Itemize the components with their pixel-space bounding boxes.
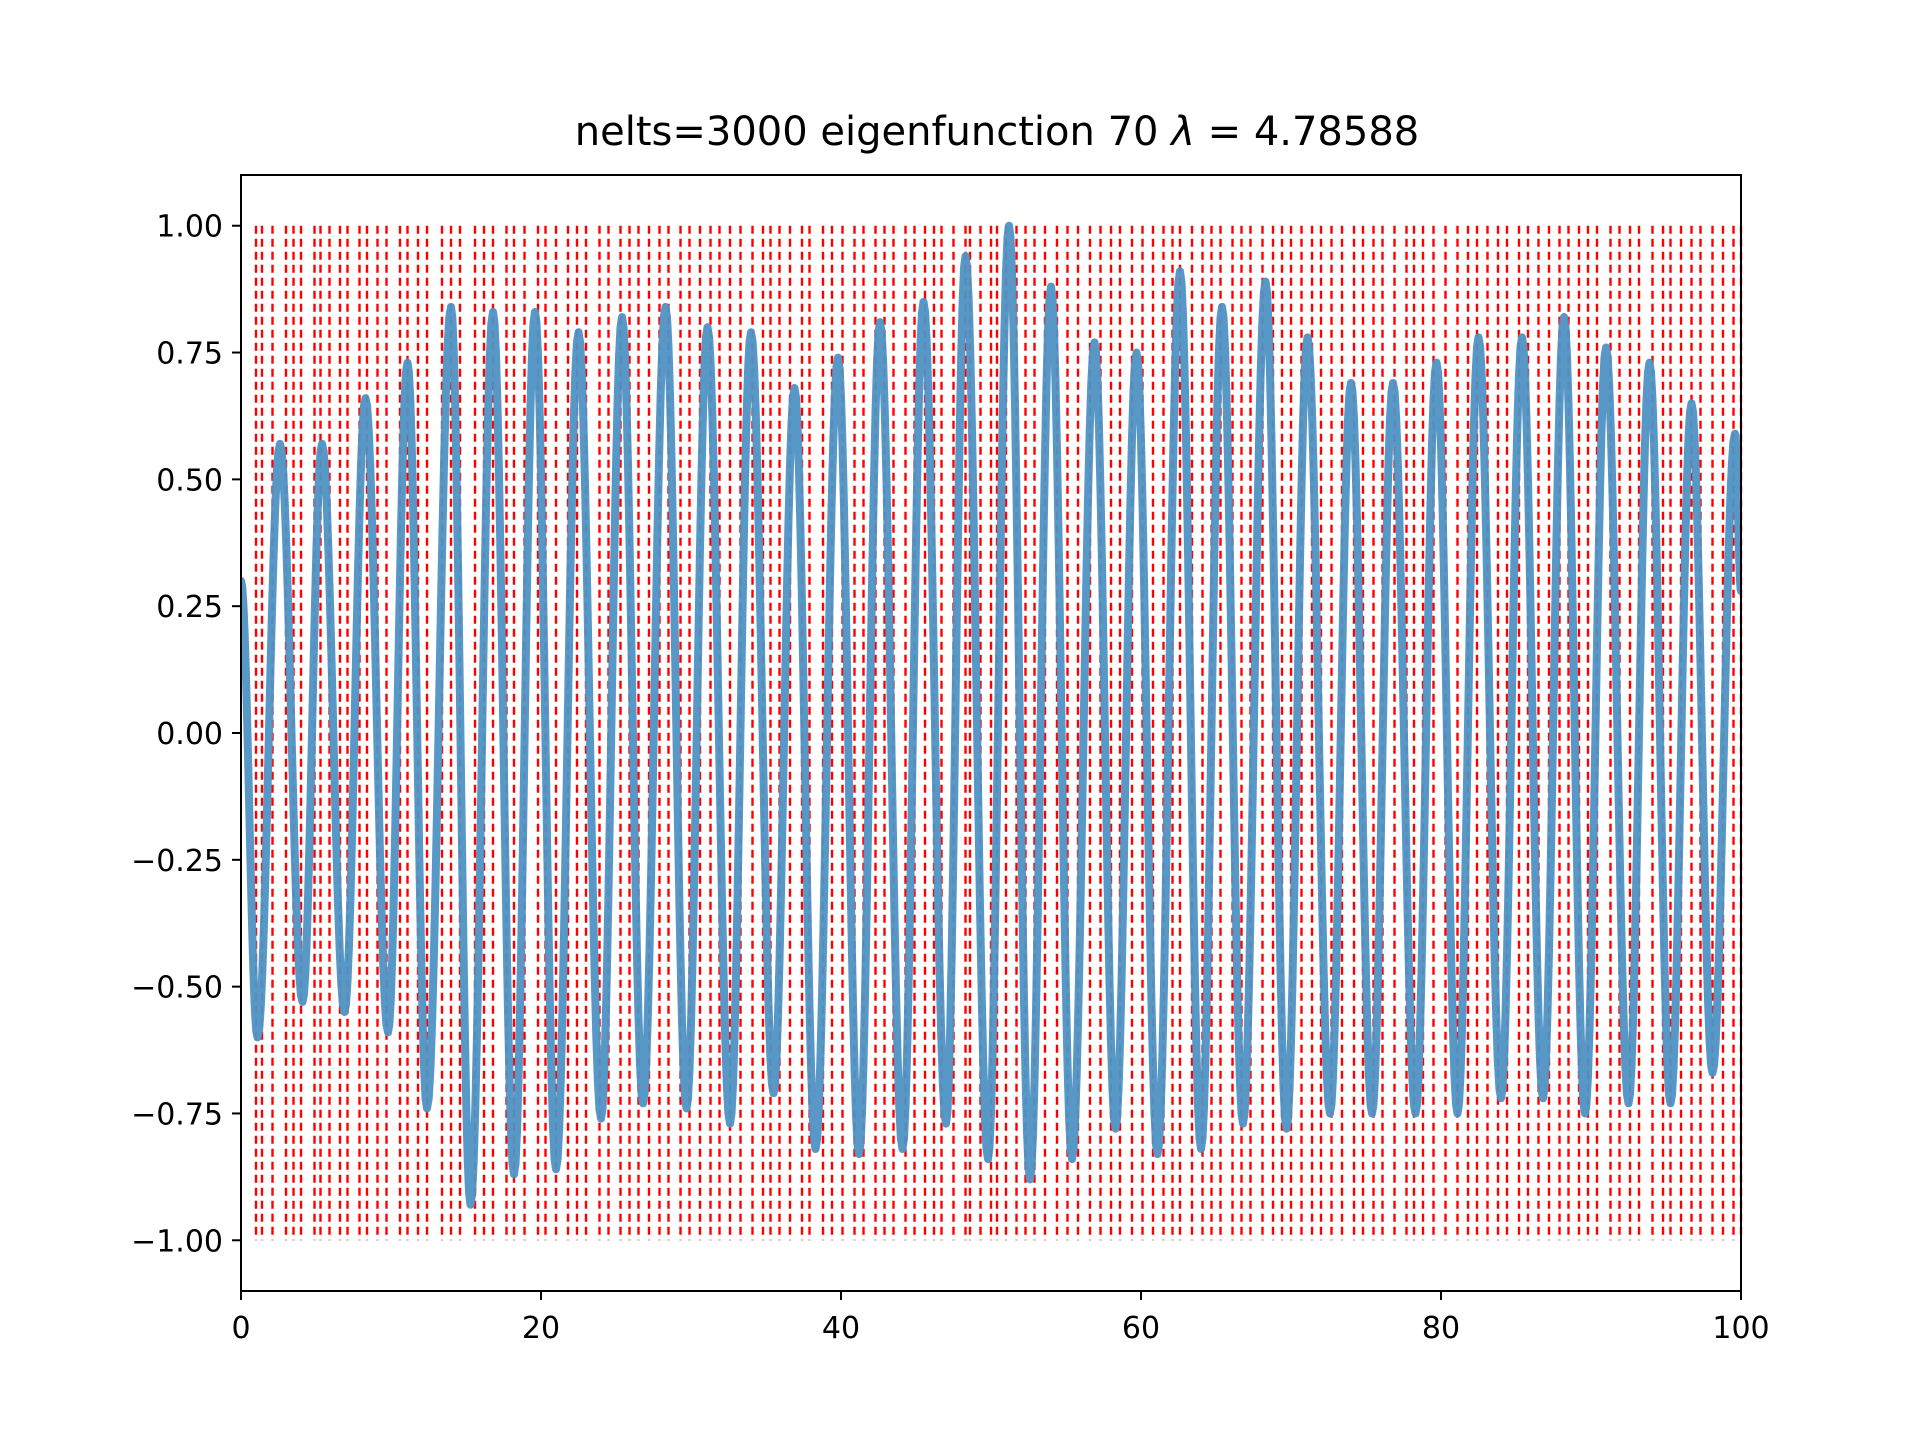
y-axis: 1.00 0.75 0.50 0.25 0.00 −0.25 −0.50 −0.75 −1.00: [131, 210, 241, 1259]
y-tick-label-0: 1.00: [156, 210, 223, 245]
series-line-0: [241, 221, 1741, 1209]
chart-title: nelts=3000 eigenfunction 70 λ = 4.78588: [575, 109, 1419, 155]
x-tick-label-4: 80: [1422, 1311, 1460, 1346]
y-tick-label-2: 0.50: [156, 463, 223, 498]
y-tick-label-3: 0.25: [156, 590, 223, 625]
title-prefix: nelts=3000 eigenfunction 70: [575, 109, 1171, 155]
y-tick-label-8: −1.00: [131, 1224, 223, 1259]
x-tick-label-0: 0: [231, 1311, 250, 1346]
y-tick-label-4: 0.00: [156, 717, 223, 752]
title-value: = 4.78588: [1195, 109, 1419, 155]
y-tick-label-7: −0.75: [131, 1097, 223, 1132]
x-tick-label-2: 40: [822, 1311, 860, 1346]
y-tick-label-1: 0.75: [156, 337, 223, 372]
title-lambda: λ: [1169, 109, 1195, 155]
x-axis: 0 20 40 60 80 100: [231, 1291, 1770, 1346]
y-tick-label-5: −0.25: [131, 844, 223, 879]
x-tick-label-5: 100: [1712, 1311, 1769, 1346]
curve-layer: [241, 221, 1741, 1209]
x-tick-label-1: 20: [522, 1311, 560, 1346]
y-tick-label-6: −0.50: [131, 971, 223, 1006]
x-tick-label-3: 60: [1122, 1311, 1160, 1346]
